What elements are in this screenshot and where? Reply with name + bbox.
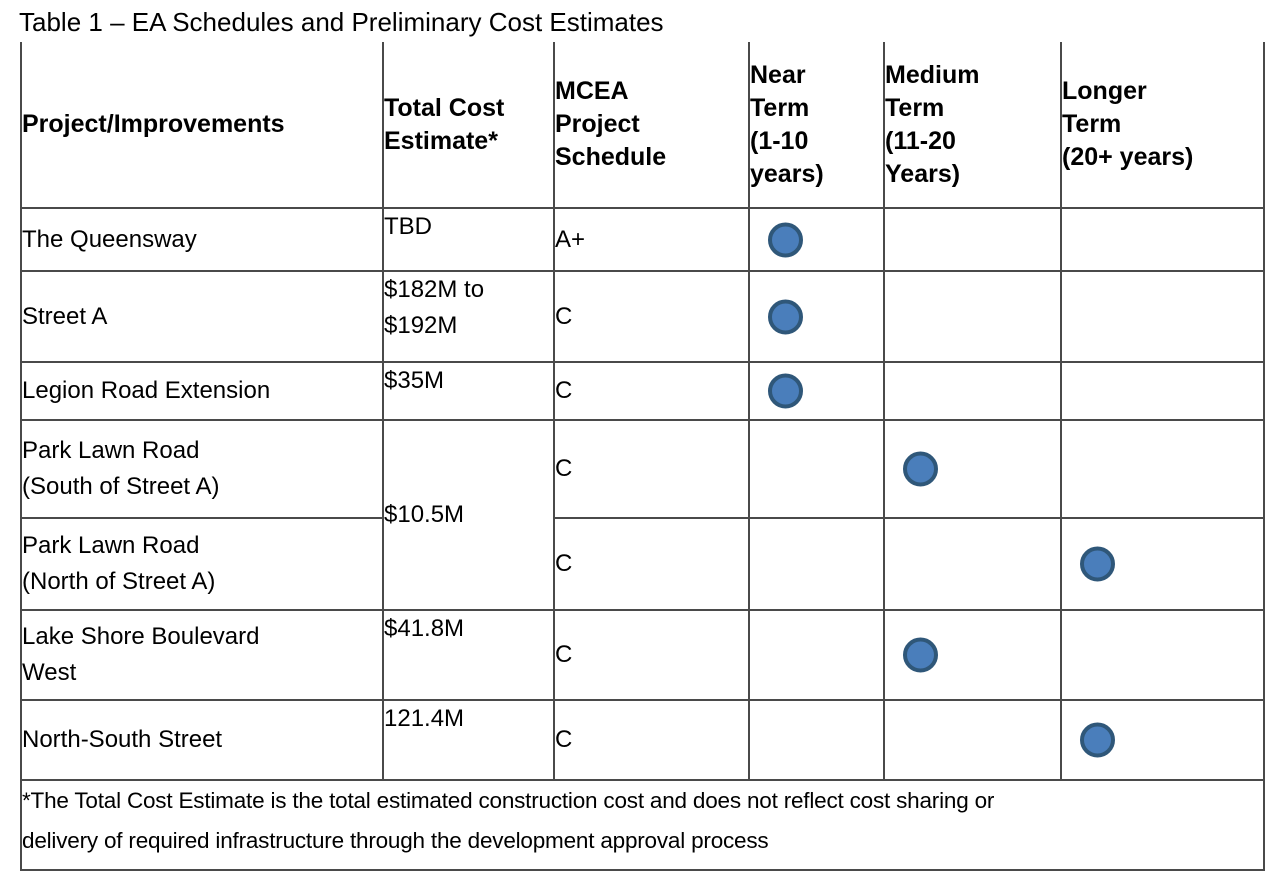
longer-term-cell bbox=[1060, 270, 1265, 363]
near-term-cell bbox=[748, 361, 885, 421]
near-term-cell bbox=[748, 609, 885, 701]
medium-term-cell bbox=[883, 270, 1062, 363]
cost-cell: $35M bbox=[382, 361, 555, 421]
schedule-dot bbox=[1080, 546, 1115, 582]
longer-term-cell bbox=[1060, 207, 1265, 272]
table-row: Lake Shore Boulevard West $41.8M C bbox=[20, 609, 1265, 701]
cost-cell: $182M to $192M bbox=[382, 270, 555, 363]
col-header-mcea: MCEA Project Schedule bbox=[553, 42, 750, 209]
project-cell: Park Lawn Road (North of Street A) bbox=[20, 517, 384, 611]
mcea-cell: C bbox=[553, 419, 750, 519]
longer-term-cell bbox=[1060, 609, 1265, 701]
schedule-dot bbox=[903, 451, 938, 487]
mcea-cell: C bbox=[553, 361, 750, 421]
near-term-cell bbox=[748, 270, 885, 363]
near-term-cell bbox=[748, 517, 885, 611]
medium-term-cell bbox=[883, 699, 1062, 781]
col-header-medium-term: Medium Term (11-20 Years) bbox=[883, 42, 1062, 209]
medium-term-cell bbox=[883, 207, 1062, 272]
mcea-cell: C bbox=[553, 699, 750, 781]
project-cell: Lake Shore Boulevard West bbox=[20, 609, 384, 701]
project-cell: Legion Road Extension bbox=[20, 361, 384, 421]
near-term-cell bbox=[748, 699, 885, 781]
col-header-longer-term: Longer Term (20+ years) bbox=[1060, 42, 1265, 209]
page-title: Table 1 – EA Schedules and Preliminary C… bbox=[19, 7, 664, 37]
project-cell: Park Lawn Road (South of Street A) bbox=[20, 419, 384, 519]
project-cell: North-South Street bbox=[20, 699, 384, 781]
ea-schedules-table: Project/Improvements Total Cost Estimate… bbox=[20, 42, 1265, 871]
footnote-line-1: *The Total Cost Estimate is the total es… bbox=[22, 788, 995, 813]
medium-term-cell bbox=[883, 361, 1062, 421]
col-header-project: Project/Improvements bbox=[20, 42, 384, 209]
longer-term-cell bbox=[1060, 699, 1265, 781]
schedule-dot bbox=[903, 637, 938, 673]
schedule-dot bbox=[768, 299, 803, 334]
table-row: The Queensway TBD A+ bbox=[20, 207, 1265, 272]
medium-term-cell bbox=[883, 609, 1062, 701]
mcea-cell: A+ bbox=[553, 207, 750, 272]
table-row: Street A $182M to $192M C bbox=[20, 270, 1265, 363]
cost-cell-merged: $10.5M bbox=[382, 419, 555, 611]
longer-term-cell bbox=[1060, 517, 1265, 611]
schedule-dot bbox=[768, 222, 803, 257]
table-row: Legion Road Extension $35M C bbox=[20, 361, 1265, 421]
footnote-row: *The Total Cost Estimate is the total es… bbox=[20, 779, 1265, 871]
table-row: Park Lawn Road (North of Street A) C bbox=[20, 517, 1265, 611]
cost-cell: 121.4M bbox=[382, 699, 555, 781]
medium-term-cell bbox=[883, 419, 1062, 519]
footnote: *The Total Cost Estimate is the total es… bbox=[20, 779, 1265, 871]
mcea-cell: C bbox=[553, 517, 750, 611]
table-row: Park Lawn Road (South of Street A) $10.5… bbox=[20, 419, 1265, 611]
col-header-near-term: Near Term (1-10 years) bbox=[748, 42, 885, 209]
mcea-cell: C bbox=[553, 270, 750, 363]
near-term-cell bbox=[748, 419, 885, 519]
medium-term-cell bbox=[883, 517, 1062, 611]
header-row: Project/Improvements Total Cost Estimate… bbox=[20, 42, 1265, 209]
project-cell: Street A bbox=[20, 270, 384, 363]
footnote-line-2: delivery of required infrastructure thro… bbox=[22, 828, 769, 853]
mcea-cell: C bbox=[553, 609, 750, 701]
col-header-cost: Total Cost Estimate* bbox=[382, 42, 555, 209]
cost-cell: $41.8M bbox=[382, 609, 555, 701]
cost-cell: TBD bbox=[382, 207, 555, 272]
longer-term-cell bbox=[1060, 419, 1265, 519]
near-term-cell bbox=[748, 207, 885, 272]
schedule-dot bbox=[768, 373, 803, 409]
project-cell: The Queensway bbox=[20, 207, 384, 272]
longer-term-cell bbox=[1060, 361, 1265, 421]
schedule-dot bbox=[1080, 722, 1115, 758]
table-row: North-South Street 121.4M C bbox=[20, 699, 1265, 781]
